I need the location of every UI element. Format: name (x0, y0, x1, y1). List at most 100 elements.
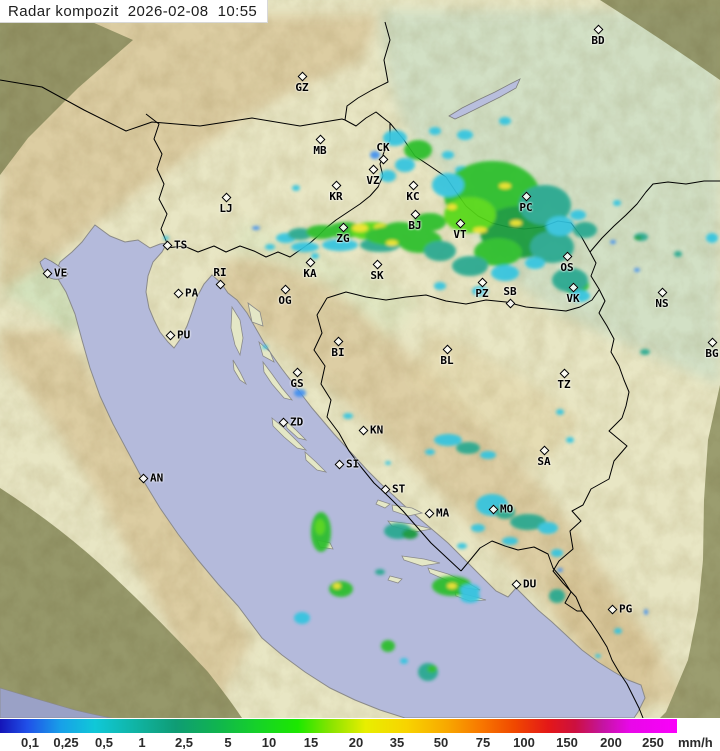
city-label-BD: BD (591, 34, 605, 47)
precip-cell (456, 442, 480, 454)
precip-cell (610, 240, 616, 244)
legend-tick-5: 5 (224, 735, 232, 750)
precip-cell (442, 151, 454, 159)
precip-cell (294, 389, 306, 397)
precip-cell (634, 236, 642, 240)
precip-cell (457, 130, 473, 140)
city-label-ST: ST (392, 482, 406, 496)
precip-cell (460, 591, 480, 603)
precip-cell (499, 117, 511, 125)
city-label-ZD: ZD (290, 415, 304, 429)
precip-cell (429, 127, 441, 135)
city-label-PA: PA (185, 286, 199, 300)
precip-cell (395, 158, 415, 172)
precip-cell (706, 233, 718, 243)
legend-unit-label: mm/h (678, 735, 713, 750)
precip-cell (491, 265, 519, 281)
legend-tick-50: 50 (433, 735, 449, 750)
legend-tick-0,5: 0,5 (94, 735, 114, 750)
city-label-MB: MB (313, 144, 327, 157)
city-label-NS: NS (655, 297, 669, 310)
precip-cell (480, 451, 496, 459)
precip-cell (549, 589, 565, 603)
precip-cell (595, 654, 601, 658)
city-label-BI: BI (331, 346, 345, 359)
precip-cell (404, 140, 432, 160)
precip-cell (502, 537, 518, 545)
precip-cell (551, 549, 563, 557)
precip-cell (329, 581, 353, 597)
city-label-PG: PG (619, 602, 633, 616)
legend: 0,1 0,25 0,5 1 2,5 5 10 15 20 35 50 75 100 150 200 250 m… (0, 718, 720, 751)
legend-tick-10: 10 (261, 735, 277, 750)
city-label-TS: TS (174, 238, 188, 252)
precip-cell (400, 658, 408, 664)
precip-cell (510, 514, 546, 530)
precip-cell (447, 204, 457, 210)
precip-cell (640, 349, 650, 355)
legend-tick-2,5: 2,5 (174, 735, 194, 750)
legend-tick-200: 200 (600, 735, 622, 750)
precip-cell (291, 242, 319, 252)
city-label-MA: MA (436, 506, 450, 520)
precip-cell (333, 583, 341, 589)
precip-cell (252, 226, 260, 230)
legend-tick-250: 250 (642, 735, 664, 750)
legend-tick-0,25: 0,25 (53, 735, 79, 750)
precip-cell (381, 640, 395, 652)
precip-cell (294, 612, 310, 624)
city-label-OG: OG (278, 294, 292, 307)
city-label-VK: VK (566, 292, 580, 305)
precip-cell (471, 524, 485, 532)
precip-cell (425, 449, 435, 455)
city-label-KN: KN (370, 423, 384, 437)
city-label-SK: SK (370, 269, 384, 282)
precip-cell (434, 282, 446, 290)
city-label-KC: KC (406, 190, 420, 203)
title-text: Radar kompozit 2026-02-08 10:55 (8, 2, 258, 20)
city-label-KR: KR (329, 190, 343, 203)
city-label-PZ: PZ (475, 287, 489, 300)
precip-cell (311, 253, 319, 259)
precip-cell (385, 461, 391, 465)
precip-cell (163, 236, 169, 240)
precip-cell (288, 228, 312, 240)
city-label-PU: PU (177, 328, 191, 342)
city-label-BG: BG (705, 347, 719, 360)
precip-cell (315, 519, 325, 535)
precip-cell (452, 256, 488, 276)
precip-cell (380, 170, 396, 182)
precip-cell (386, 240, 398, 246)
precip-cell (447, 583, 457, 589)
city-label-SB: SB (503, 285, 517, 298)
precip-cell (519, 185, 571, 225)
legend-tick-75: 75 (475, 735, 491, 750)
precip-cell (434, 434, 462, 446)
radar-map: Radar kompozit 2026-02-08 10:55 BD GZ MB CK… (0, 0, 720, 718)
legend-tick-100: 100 (513, 735, 535, 750)
city-label-GS: GS (290, 377, 304, 390)
city-label-MO: MO (500, 502, 514, 516)
city-label-CK: CK (376, 141, 390, 154)
precip-cell (262, 345, 268, 349)
precip-cell (570, 210, 586, 220)
tyrrhenian-sea (0, 687, 113, 718)
precip-cell (495, 505, 515, 519)
precipitation-layer (163, 117, 718, 681)
legend-tick-20: 20 (348, 735, 364, 750)
precip-cell (432, 173, 464, 197)
precip-cell (510, 220, 522, 226)
city-label-SI: SI (346, 457, 360, 471)
city-label-RI: RI (213, 266, 227, 279)
legend-tick-150: 150 (556, 735, 578, 750)
legend-tick-1: 1 (138, 735, 146, 750)
city-label-GZ: GZ (295, 81, 309, 94)
precip-cell (552, 268, 588, 292)
precip-cell (546, 216, 574, 236)
city-label-PC: PC (519, 201, 533, 214)
precip-cell (557, 568, 563, 572)
precip-cell (343, 413, 353, 419)
city-label-BJ: BJ (408, 219, 422, 232)
city-label-BL: BL (440, 354, 454, 367)
